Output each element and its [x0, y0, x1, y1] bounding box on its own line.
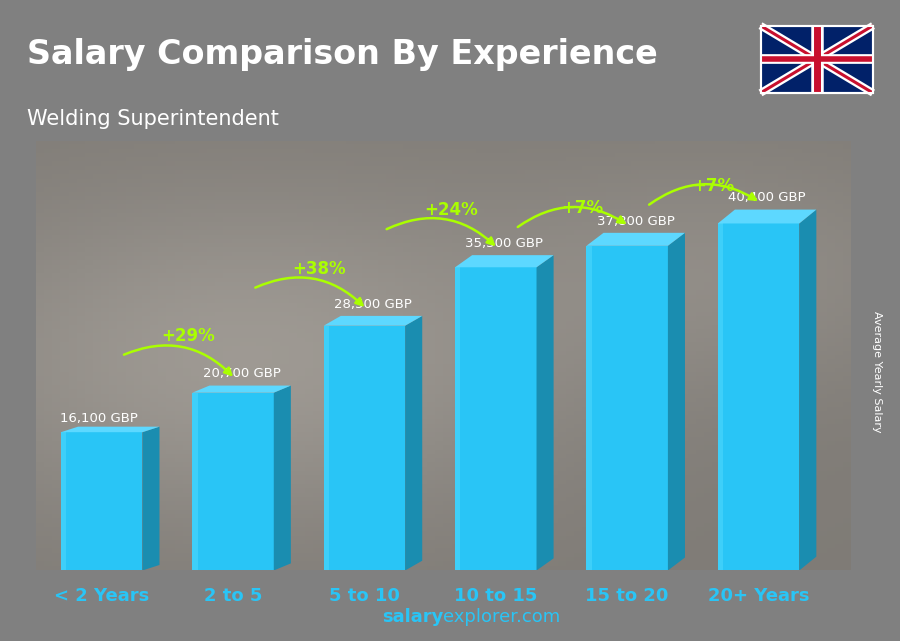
Text: 35,300 GBP: 35,300 GBP	[465, 237, 544, 250]
Text: salary: salary	[382, 608, 443, 626]
Text: Average Yearly Salary: Average Yearly Salary	[872, 311, 883, 433]
Text: explorer.com: explorer.com	[443, 608, 561, 626]
Text: Salary Comparison By Experience: Salary Comparison By Experience	[27, 38, 658, 71]
Text: +24%: +24%	[424, 201, 478, 219]
Polygon shape	[193, 393, 198, 570]
Polygon shape	[324, 316, 422, 326]
Polygon shape	[274, 386, 291, 570]
Polygon shape	[324, 326, 329, 570]
Polygon shape	[193, 386, 291, 393]
Polygon shape	[718, 224, 799, 570]
Polygon shape	[61, 432, 67, 570]
Polygon shape	[193, 393, 274, 570]
Polygon shape	[455, 255, 554, 267]
Polygon shape	[799, 210, 816, 570]
Text: 20,700 GBP: 20,700 GBP	[202, 367, 281, 380]
Polygon shape	[455, 267, 536, 570]
Text: 16,100 GBP: 16,100 GBP	[60, 412, 138, 426]
Text: +7%: +7%	[561, 199, 603, 217]
Polygon shape	[324, 326, 405, 570]
Text: 28,500 GBP: 28,500 GBP	[334, 298, 412, 311]
Polygon shape	[536, 255, 554, 570]
Text: 40,400 GBP: 40,400 GBP	[728, 192, 806, 204]
Polygon shape	[718, 224, 723, 570]
Polygon shape	[142, 427, 159, 570]
Text: +38%: +38%	[292, 260, 346, 278]
Polygon shape	[455, 267, 460, 570]
Polygon shape	[61, 427, 159, 432]
Polygon shape	[587, 246, 668, 570]
Text: +7%: +7%	[692, 177, 734, 195]
Polygon shape	[61, 432, 142, 570]
Polygon shape	[718, 210, 816, 224]
Polygon shape	[587, 246, 591, 570]
Text: +29%: +29%	[161, 326, 215, 345]
Polygon shape	[668, 233, 685, 570]
Polygon shape	[587, 233, 685, 246]
Polygon shape	[405, 316, 422, 570]
Text: Welding Superintendent: Welding Superintendent	[27, 109, 279, 129]
Text: 37,800 GBP: 37,800 GBP	[597, 215, 675, 228]
